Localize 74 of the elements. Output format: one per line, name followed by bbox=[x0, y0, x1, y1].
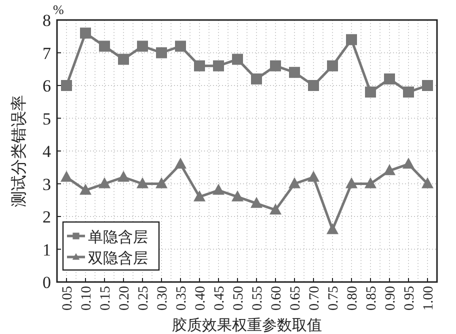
point bbox=[270, 203, 282, 214]
x-tick-label: 0.55 bbox=[250, 286, 266, 310]
point bbox=[232, 54, 243, 65]
y-tick-label: 7 bbox=[42, 44, 52, 63]
y-axis-title: 测试分类错误率 bbox=[10, 95, 28, 207]
point bbox=[137, 40, 148, 52]
x-tick-label: 0.85 bbox=[364, 286, 380, 310]
point bbox=[422, 177, 434, 188]
x-tick-label: 0.05 bbox=[60, 286, 76, 310]
y-tick-label: 8 bbox=[42, 11, 51, 30]
x-tick-label: 0.25 bbox=[136, 286, 152, 310]
x-tick-label: 0.80 bbox=[346, 286, 360, 310]
point bbox=[403, 86, 414, 98]
x-tick-label: 0.10 bbox=[80, 286, 94, 310]
y-tick-label: 0 bbox=[42, 273, 51, 292]
x-tick-label: 0.35 bbox=[174, 286, 190, 310]
y-tick-label: 2 bbox=[42, 208, 51, 226]
x-tick-label: 0.20 bbox=[118, 286, 132, 310]
y-tick-label: 5 bbox=[42, 109, 51, 128]
point bbox=[289, 66, 300, 78]
point bbox=[99, 40, 110, 52]
point bbox=[194, 60, 205, 72]
point bbox=[422, 80, 433, 91]
point bbox=[118, 170, 130, 182]
point bbox=[118, 54, 129, 65]
point bbox=[80, 184, 92, 195]
point bbox=[288, 177, 300, 188]
point bbox=[213, 60, 224, 72]
point bbox=[327, 60, 338, 72]
point bbox=[270, 60, 281, 72]
x-tick-label: 0.15 bbox=[98, 286, 114, 310]
x-tick-label: 0.60 bbox=[270, 286, 284, 310]
point bbox=[174, 158, 186, 169]
point bbox=[384, 73, 395, 84]
point bbox=[61, 80, 72, 91]
x-tick-label: 0.90 bbox=[384, 286, 398, 310]
text: % bbox=[53, 2, 64, 17]
point bbox=[384, 164, 396, 176]
x-tick-label: 0.45 bbox=[212, 286, 228, 310]
legend-label: 双隐含层 bbox=[88, 250, 148, 267]
point bbox=[365, 86, 376, 98]
point bbox=[308, 80, 319, 91]
x-tick-label: 1.00 bbox=[422, 286, 436, 310]
point bbox=[194, 190, 206, 202]
x-tick-label: 0.95 bbox=[402, 286, 418, 310]
point bbox=[346, 34, 357, 46]
point bbox=[212, 184, 224, 195]
point bbox=[250, 196, 262, 208]
point bbox=[136, 177, 148, 188]
point bbox=[175, 40, 186, 52]
point bbox=[251, 73, 262, 84]
legend-label: 单隐含层 bbox=[88, 229, 148, 246]
point bbox=[232, 190, 244, 202]
x-axis-title: 胶质效果权重参数取值 bbox=[172, 317, 322, 334]
point bbox=[346, 177, 358, 188]
x-tick-label: 0.70 bbox=[308, 286, 322, 310]
point bbox=[80, 28, 91, 39]
x-tick-label: 0.65 bbox=[288, 286, 304, 310]
point bbox=[402, 158, 414, 169]
point bbox=[156, 47, 167, 58]
point bbox=[364, 177, 376, 188]
y-tick-label: 1 bbox=[42, 240, 51, 260]
x-tick-label: 0.30 bbox=[156, 286, 170, 310]
y-tick-label: 4 bbox=[42, 142, 52, 161]
y-tick-label: 3 bbox=[42, 174, 51, 194]
x-tick-label: 0.75 bbox=[326, 286, 342, 310]
point bbox=[308, 170, 320, 182]
y-tick-label: 6 bbox=[42, 76, 51, 96]
point bbox=[326, 223, 338, 234]
point bbox=[60, 170, 72, 182]
point bbox=[156, 177, 168, 188]
x-tick-label: 0.40 bbox=[194, 286, 208, 310]
x-tick-label: 0.50 bbox=[232, 286, 246, 310]
point bbox=[98, 177, 110, 188]
